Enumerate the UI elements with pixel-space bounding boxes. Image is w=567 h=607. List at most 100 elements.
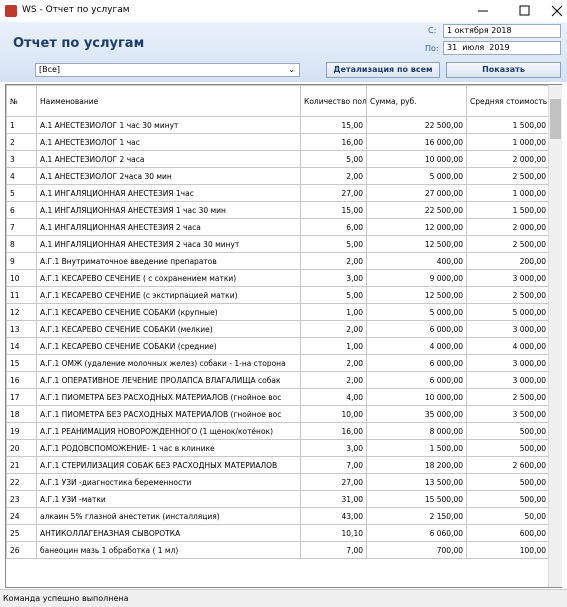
year: 2018	[491, 26, 512, 35]
title-bar: WS - Отчет по услугам	[0, 0, 567, 23]
cell: 6 000,00	[366, 371, 467, 389]
header-panel: Отчет по услугам С: 1 октября 2018 По: 3…	[0, 22, 567, 82]
table-row[interactable]: 16 А.Г.1 ОПЕРАТИВНОЕ ЛЕЧЕНИЕ ПРОЛАПСА ВЛА…	[6, 371, 550, 389]
column-header: Наименование	[36, 85, 301, 117]
cell: 10,00	[300, 405, 367, 423]
cell: 2 150,00	[366, 507, 467, 525]
table-row[interactable]: 22 А.Г.1 УЗИ -диагностика беременности 27,…	[6, 473, 550, 491]
cell: 15,00	[300, 201, 367, 219]
cell: 2 500,00	[466, 388, 550, 406]
cell: 6 000,00	[366, 354, 467, 372]
cell: 19	[6, 422, 37, 440]
cell: 12 000,00	[366, 218, 467, 236]
window-controls[interactable]	[470, 0, 567, 22]
table-row[interactable]: 13 А.Г.1 КЕСАРЕВО СЕЧЕНИЕ СОБАКИ (мелкие)…	[6, 320, 550, 338]
table-row[interactable]: 10 А.Г.1 КЕСАРЕВО СЕЧЕНИЕ ( с сохранением…	[6, 269, 550, 287]
table-row[interactable]: 14 А.Г.1 КЕСАРЕВО СЕЧЕНИЕ СОБАКИ (средние…	[6, 337, 550, 355]
cell: А.1 АНЕСТЕЗИОЛОГ 1 час	[36, 133, 301, 151]
cell: 600,00	[466, 524, 550, 542]
table-row[interactable]: 23 А.Г.1 УЗИ -матки 31,00 15 500,00 500,00	[6, 490, 550, 508]
cell: А.1 АНЕСТЕЗИОЛОГ 2 часа	[36, 150, 301, 168]
table-row[interactable]: 21 А.Г.1 СТЕРИЛИЗАЦИЯ СОБАК БЕЗ РАСХОДНЫХ…	[6, 456, 550, 474]
table-row[interactable]: 6 А.1 ИНГАЛЯЦИОННАЯ АНЕСТЕЗИЯ 1 час 30 ми…	[6, 201, 550, 219]
to-date[interactable]: 31 июля 2019	[443, 41, 561, 55]
cell: 12 500,00	[366, 286, 467, 304]
cell: 16,00	[300, 422, 367, 440]
table-row[interactable]: 5 А.1 ИНГАЛЯЦИОННАЯ АНЕСТЕЗИЯ 1час 27,00 27…	[6, 184, 550, 202]
cell: А.Г.1 ПИОМЕТРА БЕЗ РАСХОДНЫХ МАТЕРИАЛОВ …	[36, 405, 301, 423]
cell: 700,00	[366, 541, 467, 559]
cell: А.Г.1 УЗИ -матки	[36, 490, 301, 508]
cell: 16	[6, 371, 37, 389]
cell: банеоцин мазь 1 обработка ( 1 мл)	[36, 541, 301, 559]
cell: алкаин 5% глазной анестетик (инсталляция…	[36, 507, 301, 525]
table-row[interactable]: 7 А.1 ИНГАЛЯЦИОННАЯ АНЕСТЕЗИЯ 2 часа 6,00 1…	[6, 218, 550, 236]
cell: 7	[6, 218, 37, 236]
cell: 2 600,00	[466, 456, 550, 474]
cell: 500,00	[466, 422, 550, 440]
table-row[interactable]: 8 А.1 ИНГАЛЯЦИОННАЯ АНЕСТЕЗИЯ 2 часа 30 м…	[6, 235, 550, 253]
cell: 17	[6, 388, 37, 406]
cell: А.1 ИНГАЛЯЦИОННАЯ АНЕСТЕЗИЯ 1час	[36, 184, 301, 202]
from-date[interactable]: 1 октября 2018	[443, 24, 561, 38]
table-row[interactable]: 25 АНТИКОЛЛАГЕНАЗНАЯ СЫВОРОТКА 10,10 6 060,…	[6, 524, 550, 542]
cell: 2,00	[300, 354, 367, 372]
to-label: По:	[425, 44, 439, 53]
filter-dropdown[interactable]: [Все] ⌄	[35, 63, 300, 77]
cell: 11	[6, 286, 37, 304]
table-row[interactable]: 3 А.1 АНЕСТЕЗИОЛОГ 2 часа 5,00 10 000,00 2 0…	[6, 150, 550, 168]
cell: 22	[6, 473, 37, 491]
cell: А.Г.1 СТЕРИЛИЗАЦИЯ СОБАК БЕЗ РАСХОДНЫХ М…	[36, 456, 301, 474]
cell: 14	[6, 337, 37, 355]
cell: 10	[6, 269, 37, 287]
cell: А.Г.1 ОМЖ (удаление молочных желез) соба…	[36, 354, 301, 372]
cell: 6	[6, 201, 37, 219]
table-row[interactable]: 26 банеоцин мазь 1 обработка ( 1 мл) 7,00 7…	[6, 541, 550, 559]
cell: 5,00	[300, 286, 367, 304]
cell: 16,00	[300, 133, 367, 151]
from-label: С:	[428, 26, 437, 35]
cell: А.Г.1 Внутриматочное введение препаратов	[36, 252, 301, 270]
cell: 7,00	[300, 541, 367, 559]
cell: 15 500,00	[366, 490, 467, 508]
table-row[interactable]: 19 А.Г.1 РЕАНИМАЦИЯ НОВОРОЖДЕННОГО (1 щен…	[6, 422, 550, 440]
table-row[interactable]: 12 А.Г.1 КЕСАРЕВО СЕЧЕНИЕ СОБАКИ (крупные…	[6, 303, 550, 321]
cell: 5 000,00	[366, 303, 467, 321]
month: июля	[462, 43, 485, 52]
cell: 2 500,00	[466, 286, 550, 304]
table-row[interactable]: 15 А.Г.1 ОМЖ (удаление молочных желез) со…	[6, 354, 550, 372]
cell: 20	[6, 439, 37, 457]
cell: 18	[6, 405, 37, 423]
cell: 43,00	[300, 507, 367, 525]
table-row[interactable]: 9 А.Г.1 Внутриматочное введение препарато…	[6, 252, 550, 270]
detail-button[interactable]: Детализация по всем	[326, 62, 440, 78]
scrollbar[interactable]	[548, 85, 562, 587]
cell: 3 000,00	[466, 269, 550, 287]
cell: 3 500,00	[466, 405, 550, 423]
cell: 10 000,00	[366, 150, 467, 168]
cell: А.1 ИНГАЛЯЦИОННАЯ АНЕСТЕЗИЯ 1 час 30 мин	[36, 201, 301, 219]
cell: А.1 ИНГАЛЯЦИОННАЯ АНЕСТЕЗИЯ 2 часа	[36, 218, 301, 236]
table-row[interactable]: 4 А.1 АНЕСТЕЗИОЛОГ 2часа 30 мин 2,00 5 000,…	[6, 167, 550, 185]
table-row[interactable]: 17 А.Г.1 ПИОМЕТРА БЕЗ РАСХОДНЫХ МАТЕРИАЛО…	[6, 388, 550, 406]
cell: 3 000,00	[466, 354, 550, 372]
cell: 5 000,00	[366, 167, 467, 185]
cell: 3,00	[300, 439, 367, 457]
table-row[interactable]: 20 А.Г.1 РОДОВСПОМОЖЕНИЕ- 1 час в клинике…	[6, 439, 550, 457]
cell: 5,00	[300, 235, 367, 253]
table-row[interactable]: 18 А.Г.1 ПИОМЕТРА БЕЗ РАСХОДНЫХ МАТЕРИАЛО…	[6, 405, 550, 423]
cell: А.1 АНЕСТЕЗИОЛОГ 1 час 30 минут	[36, 116, 301, 134]
cell: 15	[6, 354, 37, 372]
cell: 23	[6, 490, 37, 508]
table-row[interactable]: 1 А.1 АНЕСТЕЗИОЛОГ 1 час 30 минут 15,00 22 …	[6, 116, 550, 134]
filter-value: [Все]	[39, 65, 61, 74]
column-header: Сумма, руб.	[366, 85, 467, 117]
cell: А.1 ИНГАЛЯЦИОННАЯ АНЕСТЕЗИЯ 2 часа 30 ми…	[36, 235, 301, 253]
table-row[interactable]: 24 алкаин 5% глазной анестетик (инсталляц…	[6, 507, 550, 525]
cell: 500,00	[466, 490, 550, 508]
status-bar: Команда успешно выполнена	[0, 589, 567, 607]
table-row[interactable]: 2 А.1 АНЕСТЕЗИОЛОГ 1 час 16,00 16 000,00 1 0…	[6, 133, 550, 151]
show-button[interactable]: Показать	[446, 62, 561, 78]
table-row[interactable]: 11 А.Г.1 КЕСАРЕВО СЕЧЕНИЕ (с экстирпацией…	[6, 286, 550, 304]
